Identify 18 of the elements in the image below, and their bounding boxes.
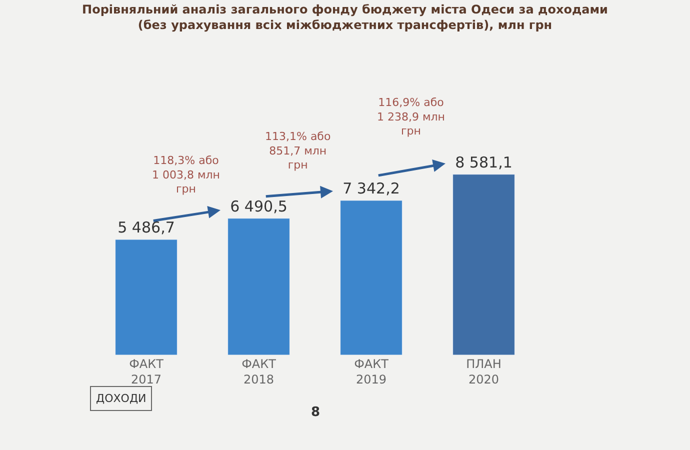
bar: [452, 174, 515, 355]
bar: [228, 218, 290, 355]
bar: [115, 239, 178, 355]
text: 8: [311, 405, 320, 420]
data-label: 6 490,5: [230, 197, 288, 216]
x-tick-label: ФАКТ 2019: [354, 357, 390, 387]
bar: [340, 200, 402, 355]
text: ДОХОДИ: [96, 392, 146, 405]
annotation: 118,3% або 1 003,8 млн грн: [152, 154, 220, 196]
text: 116,9% або 1 238,9 млн грн: [377, 96, 446, 138]
text: 113,1% або 851,7 млн грн: [265, 130, 331, 172]
data-label: 7 342,2: [342, 179, 400, 198]
data-label: 5 486,7: [118, 218, 175, 236]
x-tick-label: ФАКТ 2017: [129, 357, 164, 387]
x-tick-label: ПЛАН 2020: [466, 357, 502, 387]
x-tick-label: ФАКТ 2018: [242, 357, 277, 387]
chart-title: Порівняльний аналіз загального фонду бюджету міста Одеси за доходами (без урахування всіх міжбюджетних трансфертів), млн грн: [82, 2, 608, 32]
data-label: 8 581,1: [455, 153, 512, 172]
